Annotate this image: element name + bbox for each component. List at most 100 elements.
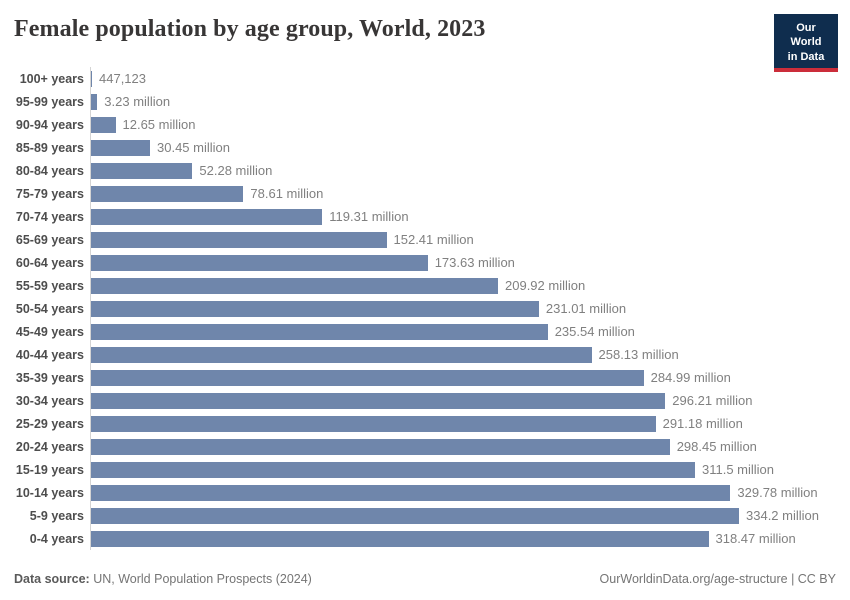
- bar-value-label: 298.45 million: [676, 439, 757, 454]
- bar-row: 100+ years 447,123: [14, 67, 842, 90]
- bar-row: 95-99 years 3.23 million: [14, 90, 842, 113]
- bar-row: 90-94 years 12.65 million: [14, 113, 842, 136]
- chart-title: Female population by age group, World, 2…: [14, 16, 486, 42]
- bar-row: 15-19 years 311.5 million: [14, 458, 842, 481]
- bar-row: 20-24 years 298.45 million: [14, 435, 842, 458]
- bar-value-label: 3.23 million: [104, 94, 171, 109]
- bar-track: 152.41 million: [90, 228, 842, 251]
- bar-value-label: 258.13 million: [598, 347, 679, 362]
- bar-row: 0-4 years 318.47 million: [14, 527, 842, 550]
- bar-track: 235.54 million: [90, 320, 842, 343]
- category-label: 70-74 years: [15, 209, 84, 224]
- category-label: 60-64 years: [15, 255, 84, 270]
- bar-track: 231.01 million: [90, 297, 842, 320]
- bar-track: 52.28 million: [90, 159, 842, 182]
- bar-value-label: 311.5 million: [702, 462, 775, 477]
- data-source-text: UN, World Population Prospects (2024): [93, 572, 312, 586]
- bar[interactable]: [91, 162, 193, 179]
- category-label: 25-29 years: [15, 416, 84, 431]
- bar-track: 12.65 million: [90, 113, 842, 136]
- bar[interactable]: [91, 70, 92, 87]
- bar-track: 334.2 million: [90, 504, 842, 527]
- category-label: 100+ years: [19, 71, 84, 86]
- bar[interactable]: [91, 346, 592, 363]
- bar[interactable]: [91, 530, 709, 547]
- chart-footer: Data source: UN, World Population Prospe…: [14, 572, 836, 586]
- bar-row: 75-79 years 78.61 million: [14, 182, 842, 205]
- owid-logo[interactable]: Our World in Data: [774, 14, 838, 72]
- bar-row: 25-29 years 291.18 million: [14, 412, 842, 435]
- bar[interactable]: [91, 484, 731, 501]
- bar-track: 296.21 million: [90, 389, 842, 412]
- category-label: 5-9 years: [29, 508, 84, 523]
- bar-chart: 100+ years 447,123 95-99 years 3.23 million…: [14, 67, 842, 550]
- category-label: 40-44 years: [15, 347, 84, 362]
- bar-value-label: 152.41 million: [393, 232, 474, 247]
- bar[interactable]: [91, 438, 670, 455]
- bar[interactable]: [91, 254, 428, 271]
- category-label: 30-34 years: [15, 393, 84, 408]
- data-source: Data source: UN, World Population Prospe…: [14, 572, 312, 586]
- category-label: 95-99 years: [15, 94, 84, 109]
- bar-track: 311.5 million: [90, 458, 842, 481]
- bar[interactable]: [91, 415, 656, 432]
- category-label: 15-19 years: [15, 462, 84, 477]
- category-label: 35-39 years: [15, 370, 84, 385]
- bar[interactable]: [91, 392, 666, 409]
- bar-row: 55-59 years 209.92 million: [14, 274, 842, 297]
- bar-value-label: 291.18 million: [662, 416, 743, 431]
- bar-track: 78.61 million: [90, 182, 842, 205]
- category-label: 20-24 years: [15, 439, 84, 454]
- category-label: 65-69 years: [15, 232, 84, 247]
- bar[interactable]: [91, 461, 695, 478]
- bar-row: 35-39 years 284.99 million: [14, 366, 842, 389]
- bar[interactable]: [91, 323, 548, 340]
- bar-value-label: 119.31 million: [329, 209, 409, 224]
- bar-row: 5-9 years 334.2 million: [14, 504, 842, 527]
- category-label: 10-14 years: [15, 485, 84, 500]
- bar-row: 45-49 years 235.54 million: [14, 320, 842, 343]
- bar-track: 173.63 million: [90, 251, 842, 274]
- bar[interactable]: [91, 93, 98, 110]
- category-label: 75-79 years: [15, 186, 84, 201]
- bar-track: 258.13 million: [90, 343, 842, 366]
- bar-row: 60-64 years 173.63 million: [14, 251, 842, 274]
- bar-value-label: 329.78 million: [737, 485, 818, 500]
- bar[interactable]: [91, 116, 116, 133]
- bar-row: 50-54 years 231.01 million: [14, 297, 842, 320]
- bar[interactable]: [91, 231, 387, 248]
- bar-track: 30.45 million: [90, 136, 842, 159]
- bar[interactable]: [91, 208, 323, 225]
- bar[interactable]: [91, 369, 644, 386]
- owid-logo-line1: Our World: [790, 22, 822, 49]
- bar[interactable]: [91, 139, 150, 156]
- bar-row: 40-44 years 258.13 million: [14, 343, 842, 366]
- bar-track: 447,123: [90, 67, 842, 90]
- bar[interactable]: [91, 185, 244, 202]
- bar-value-label: 12.65 million: [122, 117, 196, 132]
- owid-logo-line2: in Data: [787, 50, 825, 63]
- bar-track: 298.45 million: [90, 435, 842, 458]
- category-label: 55-59 years: [15, 278, 84, 293]
- bar-value-label: 30.45 million: [157, 140, 230, 155]
- bar-track: 329.78 million: [90, 481, 842, 504]
- chart-header: Female population by age group, World, 2…: [0, 0, 850, 72]
- bar-value-label: 52.28 million: [199, 163, 273, 178]
- credit-link[interactable]: OurWorldinData.org/age-structure | CC BY: [599, 572, 836, 586]
- bar-track: 3.23 million: [90, 90, 842, 113]
- bar-track: 209.92 million: [90, 274, 842, 297]
- bar-value-label: 209.92 million: [505, 278, 586, 293]
- bar-track: 119.31 million: [90, 205, 842, 228]
- category-label: 85-89 years: [15, 140, 84, 155]
- bar-value-label: 296.21 million: [672, 393, 753, 408]
- bar-row: 85-89 years 30.45 million: [14, 136, 842, 159]
- bar[interactable]: [91, 277, 498, 294]
- bar[interactable]: [91, 300, 539, 317]
- bar[interactable]: [91, 507, 739, 524]
- bar-row: 65-69 years 152.41 million: [14, 228, 842, 251]
- data-source-label: Data source:: [14, 572, 90, 586]
- category-label: 0-4 years: [29, 531, 84, 546]
- bar-value-label: 78.61 million: [250, 186, 324, 201]
- category-label: 80-84 years: [15, 163, 84, 178]
